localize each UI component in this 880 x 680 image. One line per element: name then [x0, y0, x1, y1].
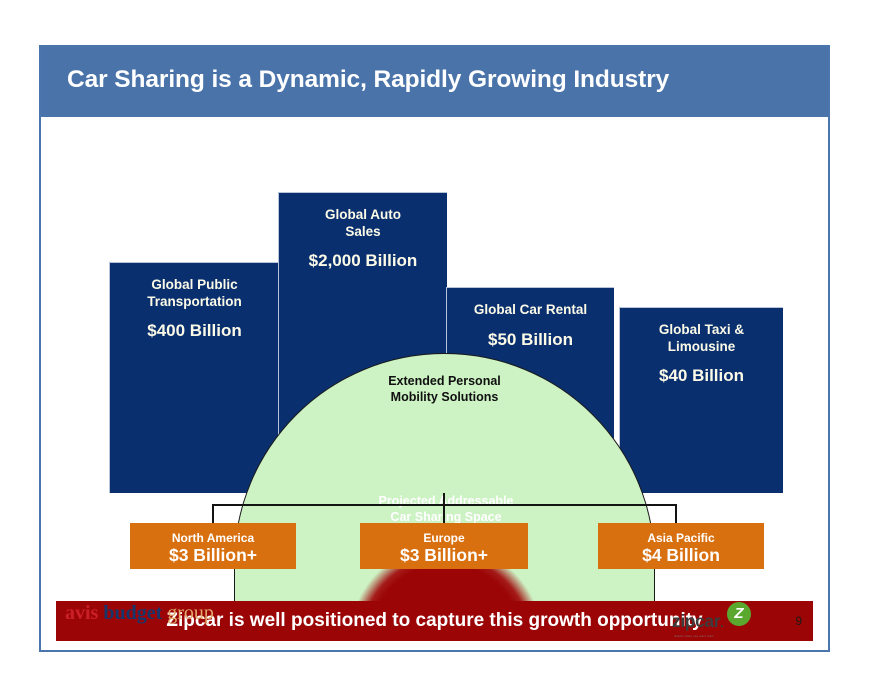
market-size-chart: Global Public Transportation $400 Billio… [41, 117, 828, 652]
zipcar-green-circle-icon: Z [727, 602, 751, 626]
avis-logo-word-group: group [167, 602, 214, 624]
region-value-europe: $3 Billion+ [399, 545, 488, 565]
bar-value-global-car-rental: $50 Billion [487, 329, 574, 349]
region-value-north-america: $3 Billion+ [168, 545, 257, 565]
region-label-asia-pacific: Asia Pacific [647, 531, 715, 545]
connector-drop-north-america [212, 504, 214, 523]
connector-drop-asia-pacific [675, 504, 677, 523]
zipcar-logo-tagline: wheels when you want them [674, 635, 715, 638]
zipcar-z-letter: Z [734, 605, 744, 622]
dome-outer-label: Extended Personal Mobility Solutions [388, 374, 501, 404]
bar-value-global-auto-sales: $2,000 Billion [308, 251, 418, 270]
zipcar-logo-wordmark: zipcar. [672, 611, 724, 631]
region-box-north-america: North America $3 Billion+ [130, 523, 296, 569]
bar-value-global-public-transportation: $400 Billion [147, 321, 242, 340]
slide-title-bar: Car Sharing is a Dynamic, Rapidly Growin… [41, 47, 828, 117]
region-label-north-america: North America [171, 531, 255, 545]
zipcar-logo: zipcar. wheels when you want them Z [672, 602, 756, 638]
region-label-europe: Europe [423, 531, 465, 545]
avis-logo-word-avis: avis [65, 602, 99, 624]
bar-global-public-transportation: Global Public Transportation $400 Billio… [109, 262, 279, 493]
bar-label-global-public-transportation: Global Public Transportation [147, 277, 242, 309]
page-title: Car Sharing is a Dynamic, Rapidly Growin… [67, 66, 670, 93]
avis-budget-group-logo: avis budget group [65, 602, 214, 625]
bar-global-taxi-limousine: Global Taxi & Limousine $40 Billion [619, 307, 783, 493]
zipcar-logo-period: . [720, 616, 724, 630]
slide-footer: avis budget group zipcar. wheels when yo… [41, 588, 828, 650]
connector-drop-europe [443, 504, 445, 523]
presentation-slide: Car Sharing is a Dynamic, Rapidly Growin… [39, 45, 830, 652]
key-message-banner: Zipcar is well positioned to capture thi… [56, 601, 813, 641]
avis-logo-word-budget: budget [103, 602, 163, 624]
bar-label-global-auto-sales: Global Auto Sales [325, 207, 401, 239]
page-number: 9 [795, 614, 802, 628]
bar-value-global-taxi-limousine: $40 Billion [658, 366, 745, 385]
region-value-asia-pacific: $4 Billion [642, 545, 720, 565]
bar-label-global-taxi-limousine: Global Taxi & Limousine [658, 322, 745, 354]
bar-label-global-car-rental: Global Car Rental [473, 302, 588, 317]
region-box-asia-pacific: Asia Pacific $4 Billion [598, 523, 764, 569]
region-box-europe: Europe $3 Billion+ [360, 523, 528, 569]
